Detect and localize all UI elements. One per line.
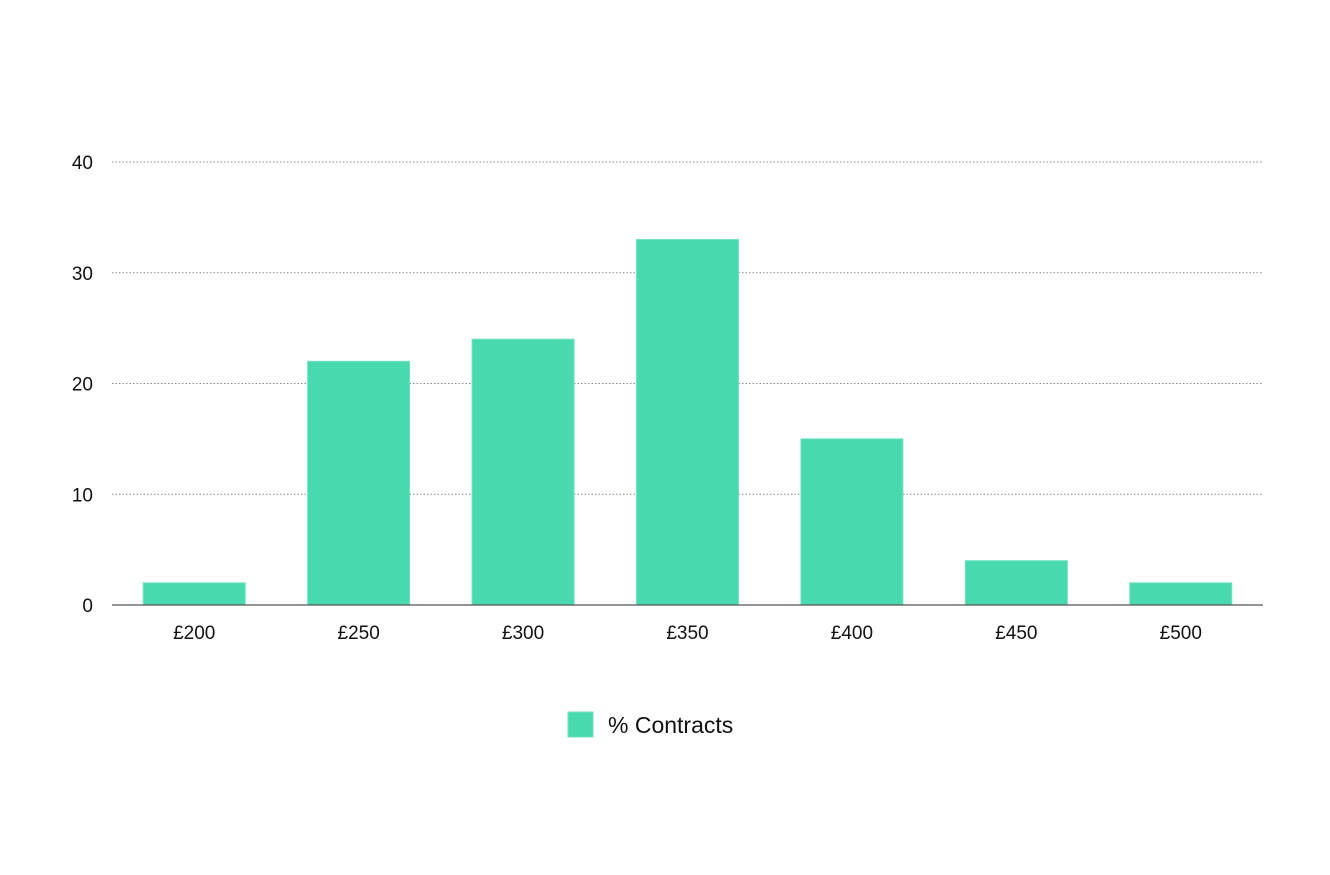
x-tick-label: £450 [995, 623, 1037, 644]
legend-label: % Contracts [608, 712, 733, 738]
y-tick-labels: 0 10 20 30 40 [72, 153, 93, 617]
bar-5 [964, 560, 1068, 606]
x-tick-label: £300 [502, 623, 544, 644]
bar-6 [1129, 582, 1233, 606]
bar-2 [471, 338, 575, 606]
x-tick-label: £250 [338, 623, 380, 644]
bar-1 [307, 360, 411, 606]
bar-4 [800, 438, 904, 606]
legend-swatch [567, 711, 594, 738]
y-tick-label: 30 [72, 264, 93, 285]
x-tick-label: £350 [666, 623, 708, 644]
bar-3 [636, 239, 739, 606]
y-tick-label: 20 [72, 375, 93, 396]
x-tick-labels: £200 £250 £300 £350 £400 £450 £500 [173, 623, 1202, 644]
x-tick-label: £500 [1160, 623, 1202, 644]
bar-0 [142, 582, 246, 606]
y-tick-label: 10 [72, 485, 93, 506]
bar-layer [142, 239, 1233, 606]
y-tick-label: 40 [72, 153, 93, 174]
legend: % Contracts [567, 711, 733, 738]
y-tick-label: 0 [82, 596, 93, 617]
x-tick-label: £200 [173, 623, 215, 644]
x-tick-label: £400 [831, 623, 873, 644]
